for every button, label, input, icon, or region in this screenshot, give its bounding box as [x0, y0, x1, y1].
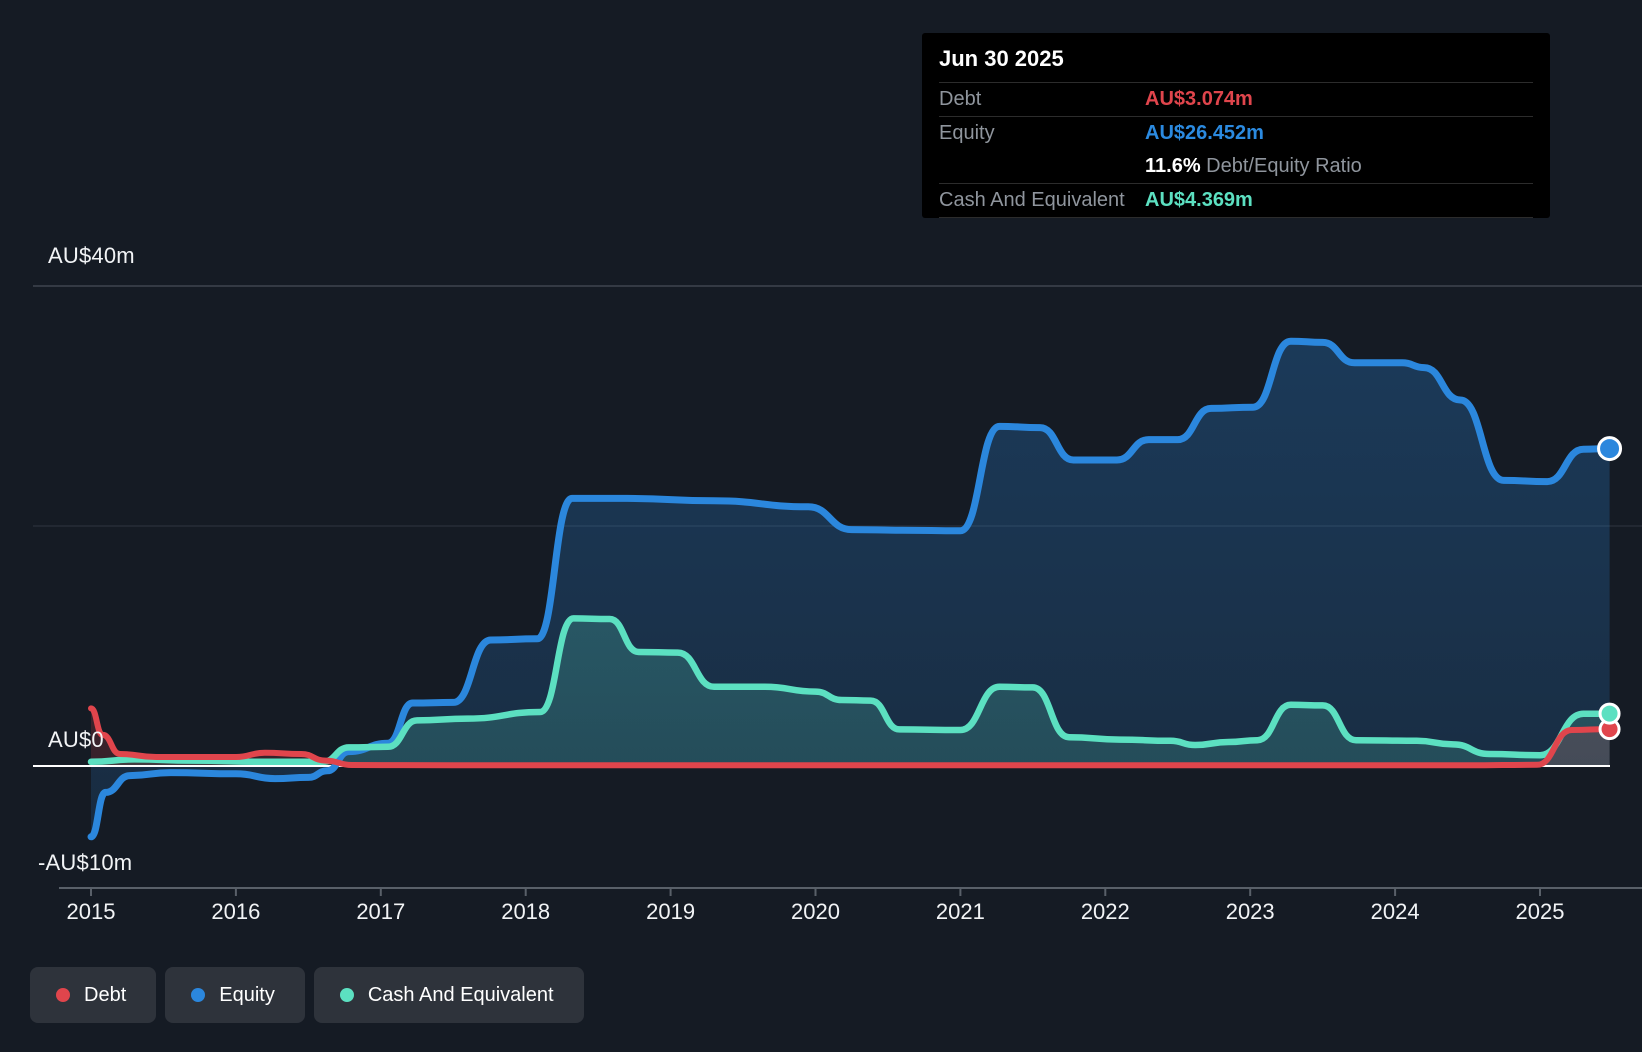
tooltip-date: Jun 30 2025	[939, 33, 1533, 83]
x-axis-label-2020: 2020	[791, 899, 840, 924]
x-axis-label-2022: 2022	[1080, 899, 1130, 924]
x-axis-label-2016: 2016	[211, 899, 261, 924]
y-axis-label-neg10m: -AU$10m	[38, 850, 133, 875]
y-axis-label-40m: AU$40m	[48, 243, 135, 268]
debt-line	[88, 705, 1613, 769]
chart-legend: Debt Equity Cash And Equivalent	[30, 967, 584, 1023]
x-axis-label-2019: 2019	[646, 899, 696, 924]
end-marker-cash-and-equivalent	[1598, 702, 1621, 725]
equity-area	[91, 341, 1610, 837]
x-axis-label-2024: 2024	[1370, 899, 1420, 924]
x-axis-label-2021: 2021	[935, 899, 985, 924]
tooltip-cash-value: AU$4.369m	[1145, 189, 1253, 211]
equity-line	[87, 337, 1614, 841]
end-marker-equity	[1597, 436, 1623, 462]
tooltip-row-equity: Equity AU$26.452m	[939, 117, 1533, 150]
legend-item-debt[interactable]: Debt	[30, 967, 157, 1023]
x-axis-label-2023: 2023	[1225, 899, 1275, 924]
cash-and-equivalent-line	[87, 615, 1613, 766]
x-axis-label-2025: 2025	[1515, 899, 1565, 924]
tooltip-cash-label: Cash And Equivalent	[939, 189, 1125, 211]
y-axis-label-zero: AU$0	[48, 727, 104, 752]
tooltip-equity-value: AU$26.452m	[1145, 122, 1264, 144]
cash-and-equivalent-area	[91, 618, 1610, 766]
legend-label: Equity	[219, 983, 275, 1006]
legend-item-equity[interactable]: Equity	[165, 967, 305, 1023]
tooltip-debt-label: Debt	[939, 88, 982, 110]
chart-tooltip: Jun 30 2025 Debt AU$3.074m Equity AU$26.…	[922, 33, 1550, 218]
tooltip-debt-value: AU$3.074m	[1145, 88, 1253, 110]
equity-legend-dot-icon	[191, 988, 206, 1002]
tooltip-ratio: 11.6% Debt/Equity Ratio	[1145, 155, 1362, 177]
tooltip-row-debt: Debt AU$3.074m	[939, 83, 1533, 117]
legend-label: Cash And Equivalent	[367, 983, 554, 1006]
cash-and-equivalent-legend-dot-icon	[339, 988, 354, 1002]
x-axis-label-2015: 2015	[66, 899, 116, 924]
legend-item-cash-and-equivalent[interactable]: Cash And Equivalent	[313, 967, 584, 1023]
legend-label: Debt	[84, 983, 127, 1006]
x-axis-label-2018: 2018	[501, 899, 551, 924]
debt-legend-dot-icon	[56, 988, 70, 1002]
x-axis-label-2017: 2017	[356, 899, 406, 924]
tooltip-row-ratio: 11.6% Debt/Equity Ratio	[939, 150, 1533, 184]
tooltip-row-cash: Cash And Equivalent AU$4.369m	[939, 184, 1533, 218]
tooltip-equity-label: Equity	[939, 122, 995, 144]
tooltip-ratio-value: 11.6%	[1145, 155, 1201, 177]
